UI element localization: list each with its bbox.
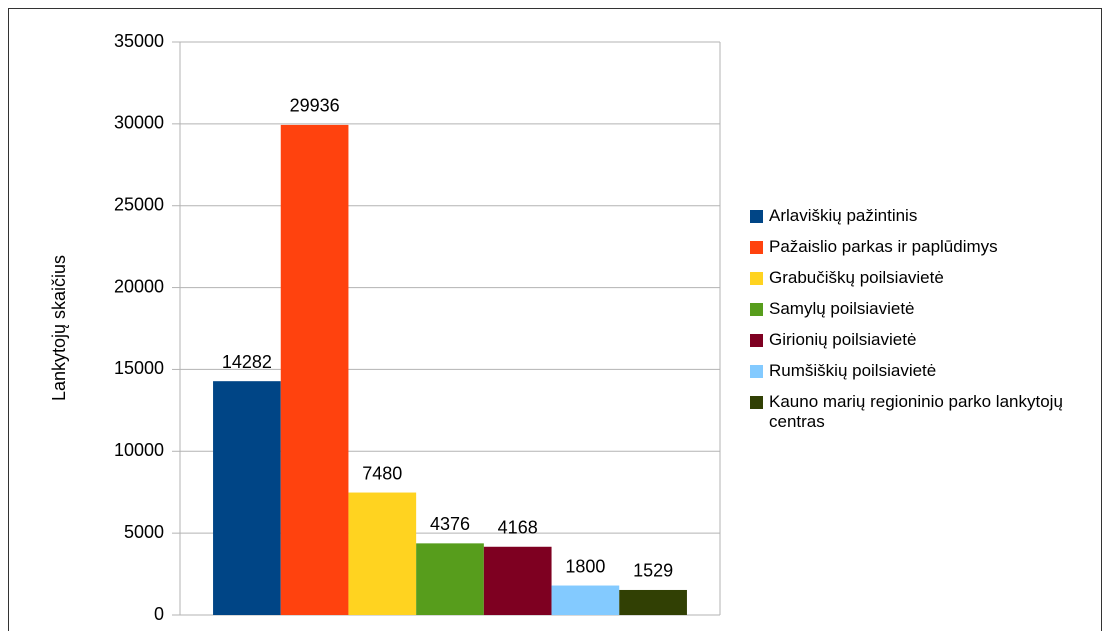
data-label: 1800 (565, 556, 605, 576)
bar (483, 546, 552, 615)
legend-item: Arlaviškių pažintinis (750, 206, 1104, 226)
legend-swatch (750, 241, 763, 254)
y-tick-label: 10000 (114, 440, 164, 460)
legend-item: Pažaislio parkas ir paplūdimys (750, 237, 1104, 257)
y-axis-label: Lankytojų skaičius (49, 255, 69, 401)
y-tick-label: 20000 (114, 276, 164, 296)
data-label: 4168 (498, 518, 538, 538)
legend-item: Rumšiškių poilsiavietė (750, 361, 1104, 381)
y-tick-label: 5000 (124, 522, 164, 542)
legend-item: Girionių poilsiavietė (750, 330, 1104, 350)
legend-label: Pažaislio parkas ir paplūdimys (769, 237, 998, 256)
legend: Arlaviškių pažintinis Pažaislio parkas ir… (750, 206, 1104, 443)
legend-swatch (750, 396, 763, 409)
legend-label: Kauno marių regioninio parko lankytojų c… (769, 392, 1063, 431)
y-tick-label: 0 (154, 604, 164, 624)
data-label: 14282 (222, 352, 272, 372)
y-tick-label: 30000 (114, 113, 164, 133)
data-label: 4376 (430, 514, 470, 534)
legend-item: Grabučiškų poilsiavietė (750, 268, 1104, 288)
data-label: 7480 (362, 463, 402, 483)
y-tick-label: 35000 (114, 31, 164, 51)
y-tick-label: 15000 (114, 358, 164, 378)
legend-swatch (750, 272, 763, 285)
legend-label: Rumšiškių poilsiavietė (769, 361, 937, 380)
bar (619, 589, 687, 615)
legend-label: Girionių poilsiavietė (769, 330, 917, 349)
bar (348, 492, 417, 615)
bar (416, 543, 484, 615)
legend-swatch (750, 365, 763, 378)
legend-label: Grabučiškų poilsiavietė (769, 268, 944, 287)
legend-item: Samylų poilsiavietė (750, 299, 1104, 319)
y-tick-label: 25000 (114, 194, 164, 214)
data-label: 1529 (633, 561, 673, 581)
frame (8, 8, 1102, 636)
legend-swatch (750, 210, 763, 223)
bar (551, 585, 620, 615)
bar (280, 124, 349, 616)
bar (213, 381, 281, 615)
legend-label: Samylų poilsiavietė (769, 299, 915, 318)
legend-label: Arlaviškių pažintinis (769, 206, 918, 225)
legend-swatch (750, 334, 763, 347)
legend-item: Kauno marių regioninio parko lankytojų c… (750, 392, 1104, 432)
data-label: 29936 (290, 96, 340, 116)
legend-swatch (750, 303, 763, 316)
